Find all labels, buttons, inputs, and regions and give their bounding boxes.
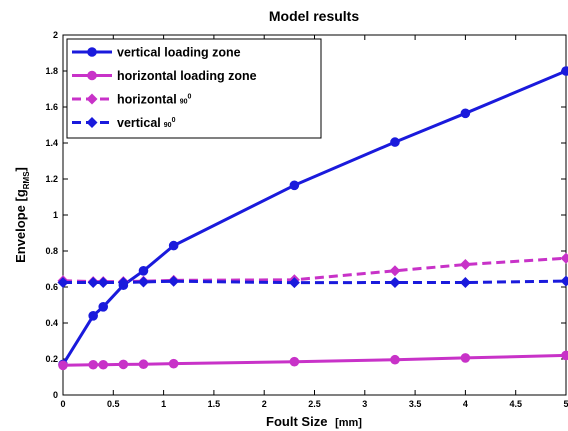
legend-box: [66, 38, 322, 139]
legend-swatch-marker: [86, 93, 98, 105]
legend-label-suffix: 90: [180, 99, 188, 106]
legend-label: horizontal loading zone: [117, 69, 257, 83]
data-point: [138, 266, 149, 276]
data-point: [138, 359, 149, 370]
x-tick-label: 0.5: [107, 399, 120, 409]
legend-label: vertical 900: [117, 116, 176, 130]
x-axis-label-unit: [mm]: [335, 417, 362, 429]
series-line: [61, 69, 567, 366]
y-tick-label: 1.6: [45, 102, 58, 112]
data-point: [88, 359, 98, 370]
y-axis-label-sub: RMS: [22, 171, 31, 189]
x-tick-label: 4: [463, 399, 468, 409]
data-point: [561, 350, 568, 361]
y-tick-label: 0: [53, 390, 58, 400]
data-point: [88, 311, 98, 321]
x-tick-label: 0: [60, 399, 65, 409]
data-point: [118, 359, 129, 370]
x-tick-label: 1.5: [208, 399, 221, 409]
y-tick-label: 0.2: [45, 354, 58, 364]
y-tick-label: 0.6: [45, 282, 58, 292]
data-point: [390, 354, 400, 365]
x-tick-label: 5: [563, 399, 568, 409]
y-tick-label: 1.8: [45, 66, 58, 76]
data-point: [98, 302, 109, 312]
legend-label: vertical loading zone: [117, 46, 241, 60]
data-point: [289, 356, 300, 367]
legend-label: horizontal 900: [117, 93, 192, 107]
x-tick-label: 1: [161, 399, 166, 409]
y-axis-label-main: Envelope [g: [13, 189, 28, 263]
x-tick-label: 3: [362, 399, 367, 409]
x-tick-label: 2.5: [308, 399, 321, 409]
data-point: [137, 276, 149, 288]
legend-label-degree: 0: [188, 94, 192, 101]
data-point: [288, 277, 300, 289]
data-point: [168, 358, 179, 369]
x-axis-label-text: Foult Size: [266, 414, 327, 429]
y-tick-label: 1.2: [45, 174, 58, 184]
data-point: [561, 66, 568, 76]
data-point: [98, 359, 109, 370]
x-axis-label: Foult Size [mm]: [266, 414, 362, 429]
data-point: [389, 265, 401, 277]
data-point: [560, 252, 568, 264]
data-point: [389, 276, 401, 289]
legend-item: vertical 900: [72, 116, 176, 130]
data-point: [459, 276, 471, 289]
legend-item: horizontal loading zone: [72, 69, 257, 83]
data-point: [459, 258, 471, 271]
data-point: [117, 276, 129, 289]
data-point: [58, 360, 68, 371]
legend: vertical loading zone horizontal loading …: [66, 38, 322, 139]
series-line: [62, 353, 567, 367]
data-point: [168, 240, 179, 251]
data-point: [460, 353, 471, 363]
data-point: [390, 137, 400, 147]
series-group: [58, 350, 568, 371]
y-tick-label: 1: [53, 210, 58, 220]
legend-swatch-marker: [86, 116, 98, 129]
legend-swatch-marker: [87, 47, 97, 57]
x-tick-label: 2: [262, 399, 267, 409]
legend-swatch-marker: [87, 70, 97, 81]
data-point: [168, 275, 180, 287]
y-axis-ticks: 0 0.2 0.4 0.6 0.8 1 1.2 1.4 1.6 1.8 2: [45, 30, 566, 400]
legend-label-name: vertical: [117, 116, 161, 130]
data-point: [57, 276, 69, 289]
chart-title: Model results: [269, 8, 359, 24]
x-tick-label: 4.5: [509, 399, 522, 409]
y-tick-label: 2: [53, 30, 58, 40]
y-tick-label: 1.4: [45, 138, 58, 148]
data-point: [289, 180, 300, 191]
legend-label-name: horizontal loading zone: [117, 69, 257, 83]
data-point: [87, 276, 99, 289]
legend-label-degree: 0: [172, 117, 176, 124]
data-point: [460, 108, 471, 119]
series-group: [58, 66, 568, 370]
legend-label-name: vertical loading zone: [117, 46, 241, 60]
x-axis-ticks: 0 0.5 1 1.5 2 2.5 3 3.5 4 4.5 5: [60, 35, 568, 409]
data-point: [97, 276, 109, 289]
legend-item: horizontal 900: [72, 93, 192, 107]
y-axis-label: Envelope [gRMS]: [13, 167, 31, 263]
data-point: [560, 275, 568, 287]
legend-label-name: horizontal: [117, 93, 177, 107]
y-tick-label: 0.4: [45, 318, 58, 328]
legend-items: vertical loading zone horizontal loading …: [72, 46, 257, 130]
legend-label-suffix: 90: [164, 122, 172, 129]
legend-item: vertical loading zone: [72, 46, 241, 60]
series-layer: [57, 66, 568, 371]
y-axis-label-end: ]: [13, 167, 28, 171]
x-tick-label: 3.5: [409, 399, 422, 409]
series-group: [57, 275, 568, 289]
y-tick-label: 0.8: [45, 246, 58, 256]
